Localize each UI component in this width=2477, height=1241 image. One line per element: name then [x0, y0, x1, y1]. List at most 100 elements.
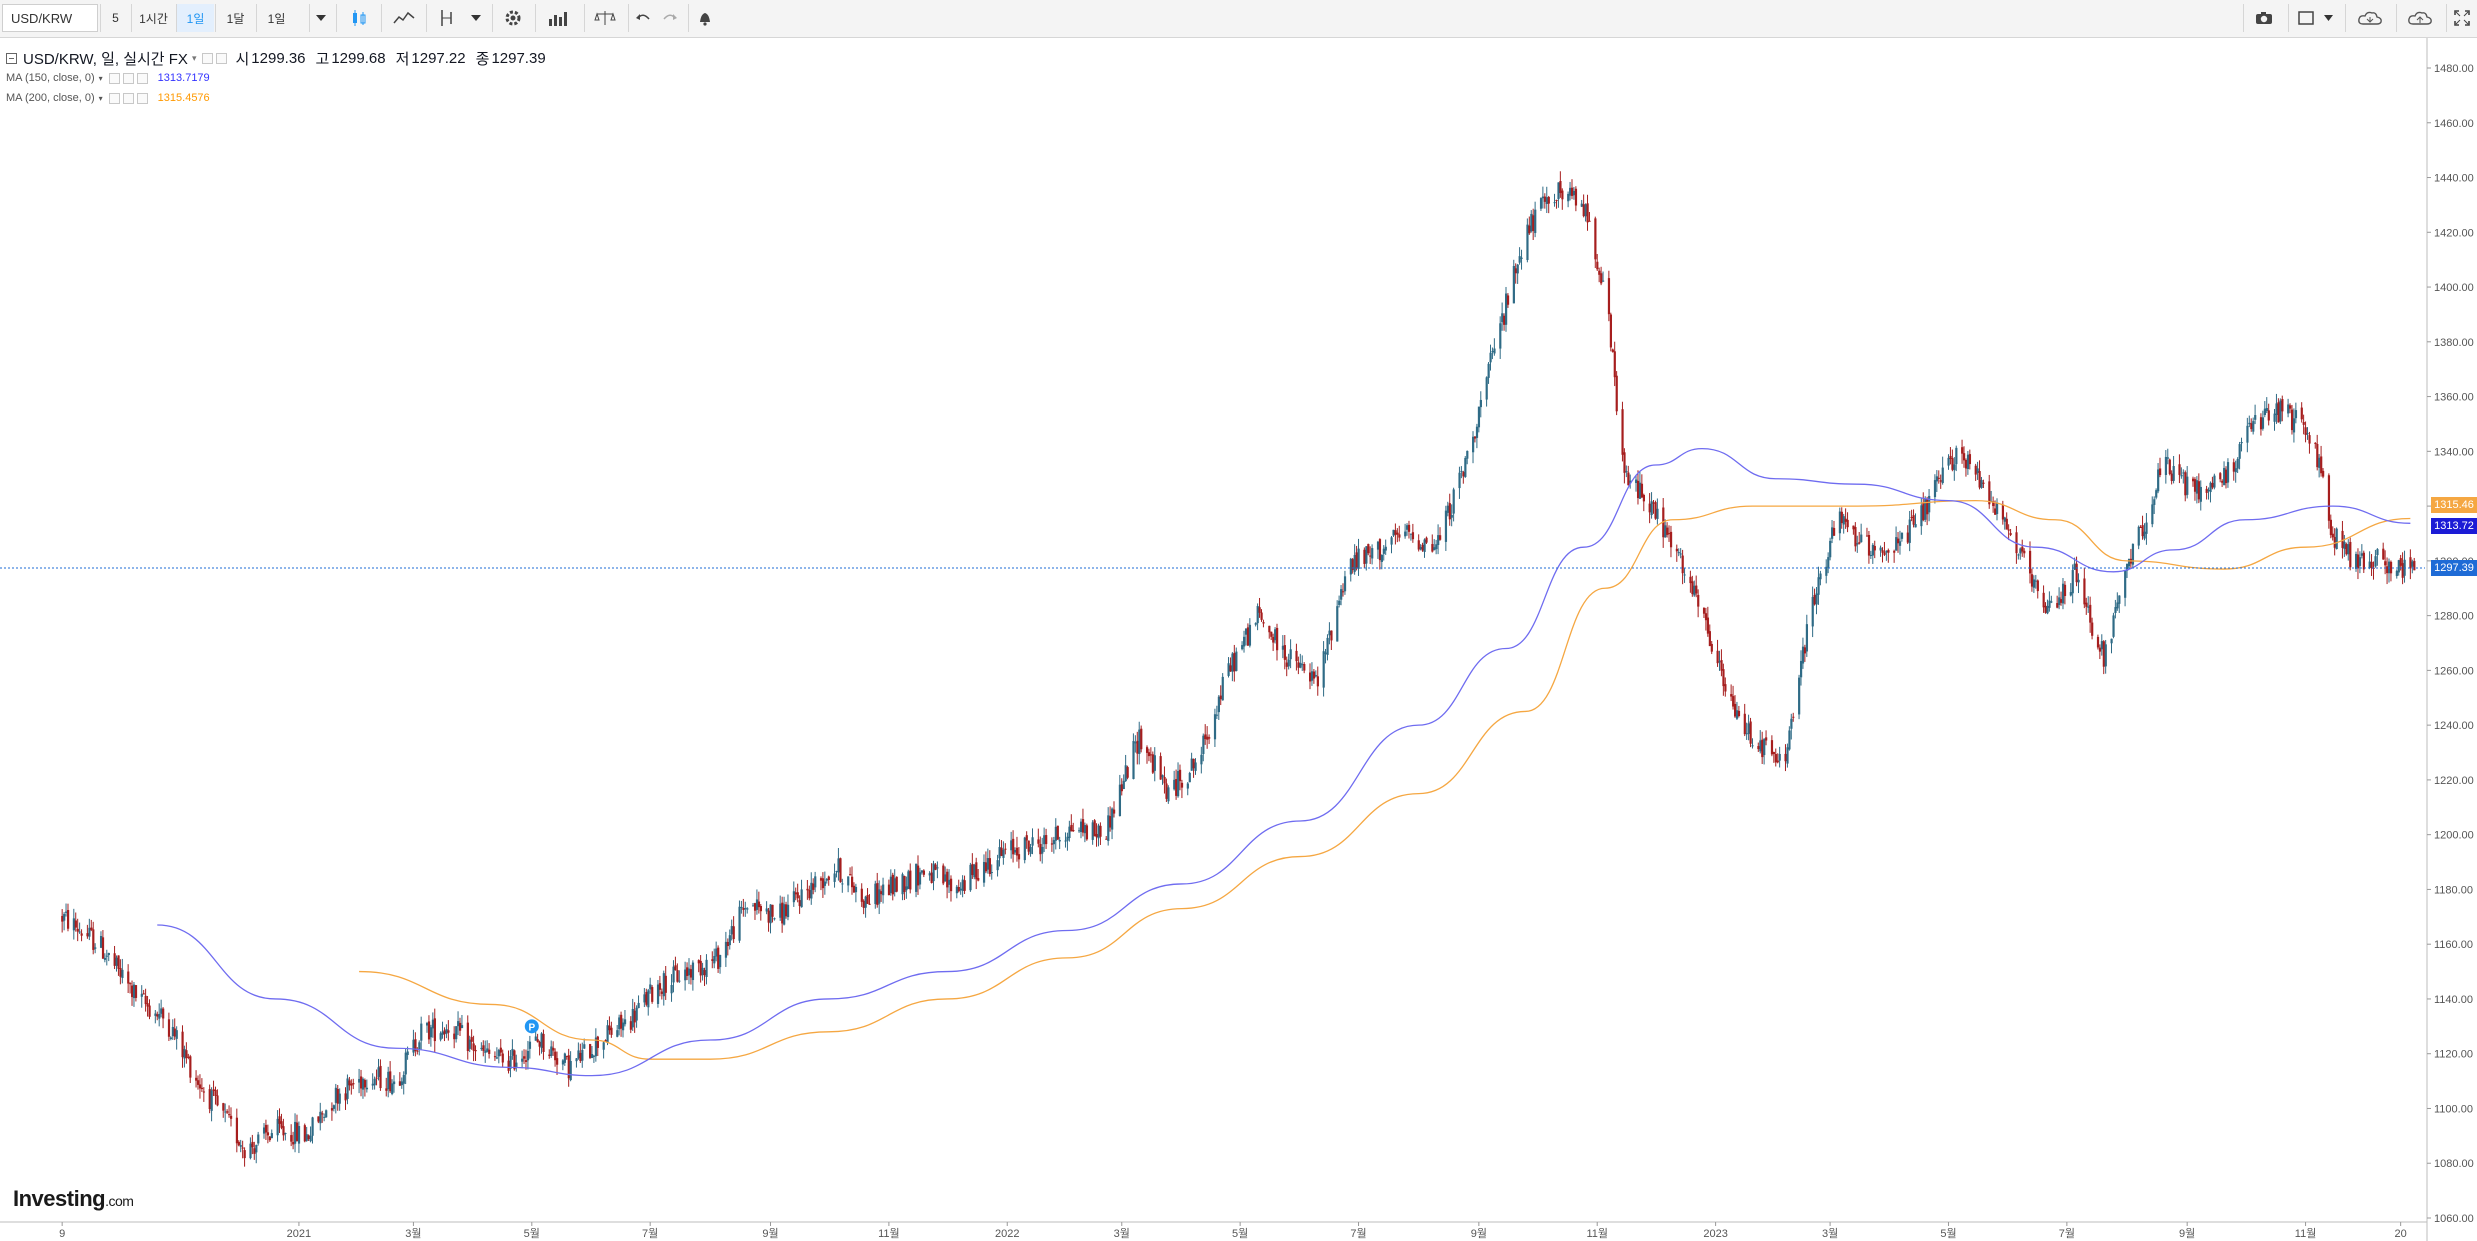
candle-body — [930, 872, 933, 883]
line-chart-icon[interactable] — [381, 4, 425, 32]
interval-1h[interactable]: 1시간 — [131, 4, 175, 32]
candle-body — [2333, 536, 2336, 548]
ma200-settings-icon[interactable] — [122, 92, 134, 104]
price-chart[interactable]: 1480.00 1460.00 1440.00 1420.00 1400.00 1380.… — [0, 38, 2477, 1241]
candle-body — [187, 1056, 190, 1058]
candle-body — [2042, 592, 2045, 608]
indicator-dropdown-icon[interactable] — [466, 4, 486, 32]
cloud-load-icon[interactable] — [2345, 4, 2393, 32]
candle-body — [1078, 830, 1081, 832]
time-axis[interactable]: 9 2021 3월 5월 7월 9월 11월 2022 3월 5월 7월 9월 11월 2023 3월 5월 7… — [0, 1221, 2427, 1240]
candle-body — [1798, 677, 1801, 715]
cloud-save-icon[interactable] — [2396, 4, 2442, 32]
candle-body — [1920, 505, 1923, 527]
candle-body — [866, 894, 869, 904]
candle-body — [1396, 532, 1399, 535]
candle-body — [1316, 676, 1319, 687]
candle-body — [2287, 404, 2290, 414]
candle-body — [2341, 530, 2344, 548]
ma200-dropdown-icon[interactable]: ▾ — [98, 93, 103, 103]
undo-icon[interactable] — [628, 4, 656, 32]
candle-body — [2211, 482, 2214, 488]
ma150-dropdown-icon[interactable]: ▾ — [98, 73, 103, 83]
camera-icon[interactable] — [2243, 4, 2283, 32]
candle-body — [633, 1010, 636, 1023]
candle-body — [1270, 631, 1273, 637]
candle-body — [1716, 650, 1719, 664]
ma200-remove-icon[interactable] — [136, 92, 148, 104]
symbol-input[interactable]: USD/KRW — [2, 4, 98, 32]
candle-body — [241, 1147, 244, 1149]
time-axis-label: 2021 — [287, 1228, 311, 1240]
fullscreen-icon[interactable] — [2446, 4, 2477, 32]
candle-body — [1598, 270, 1601, 275]
interval-5[interactable]: 5 — [100, 4, 130, 32]
candle-body — [1803, 647, 1807, 654]
candles-icon[interactable] — [336, 4, 380, 32]
ma150-visibility-icon[interactable] — [108, 72, 120, 84]
candle-body — [757, 901, 761, 908]
indicator-icon[interactable] — [426, 4, 466, 32]
interval-1d[interactable]: 1일 — [176, 4, 214, 32]
interval-1d-alt[interactable]: 1일 — [256, 4, 296, 32]
candle-body — [1974, 465, 1977, 475]
candle-body — [841, 883, 844, 885]
candle-body — [1355, 552, 1358, 569]
candle-body — [1852, 525, 1855, 530]
price-axis[interactable]: 1480.00 1460.00 1440.00 1420.00 1400.00 1380.… — [2426, 38, 2474, 1241]
candle-body — [697, 960, 700, 964]
candle-body — [1869, 555, 1873, 557]
price-axis-label: 1240.00 — [2434, 720, 2474, 732]
candle-body — [1487, 363, 1490, 378]
candle-body — [942, 865, 945, 884]
candle-body — [251, 1141, 254, 1148]
legend-dropdown-icon[interactable]: ▾ — [191, 52, 197, 63]
candle-body — [1885, 550, 1888, 553]
ma200-visibility-icon[interactable] — [108, 92, 120, 104]
candle-body — [1539, 198, 1543, 209]
interval-dropdown-icon[interactable] — [309, 4, 331, 32]
candle-body — [1757, 746, 1760, 750]
candle-body — [458, 1022, 462, 1031]
event-marker[interactable]: P — [524, 1019, 539, 1034]
candle-body — [1423, 539, 1426, 552]
candle-body — [443, 1030, 446, 1035]
alert-bell-icon[interactable] — [688, 4, 720, 32]
indicators-bars-icon[interactable] — [535, 4, 579, 32]
candle-body — [1312, 671, 1316, 679]
interval-1mo[interactable]: 1달 — [215, 4, 255, 32]
candle-body — [771, 904, 774, 917]
time-axis-label: 3월 — [405, 1227, 421, 1240]
candle-body — [212, 1089, 215, 1091]
layout-dropdown-icon[interactable] — [2320, 4, 2336, 32]
candle-body — [604, 1040, 607, 1042]
candle-body — [162, 1008, 165, 1019]
ma150-settings-icon[interactable] — [122, 72, 134, 84]
settings-gear-icon[interactable] — [492, 4, 532, 32]
layout-icon[interactable] — [2288, 4, 2322, 32]
candle-body — [1489, 352, 1492, 363]
candle-body — [905, 886, 908, 891]
collapse-legend-icon[interactable] — [6, 52, 17, 64]
candle-body — [216, 1095, 219, 1106]
redo-icon[interactable] — [656, 4, 684, 32]
candle-body — [2102, 641, 2105, 667]
candle-body — [72, 918, 76, 931]
candle-body — [2077, 579, 2080, 583]
candle-body — [358, 1078, 361, 1083]
candle-body — [1765, 737, 1768, 741]
candle-body — [540, 1033, 543, 1048]
ma150-remove-icon[interactable] — [136, 72, 148, 84]
candle-body — [2360, 553, 2364, 556]
candle-body — [2139, 526, 2142, 528]
compare-scale-icon[interactable] — [584, 4, 624, 32]
legend-settings-icon[interactable] — [216, 52, 228, 64]
candle-body — [1037, 839, 1040, 844]
legend-visibility-icon[interactable] — [202, 52, 214, 64]
candle-body — [1759, 740, 1762, 752]
candle-body — [2316, 443, 2319, 468]
candle-body — [268, 1136, 272, 1141]
candle-body — [2034, 580, 2038, 582]
candle-body — [1629, 480, 1632, 483]
candle-body — [753, 903, 757, 911]
